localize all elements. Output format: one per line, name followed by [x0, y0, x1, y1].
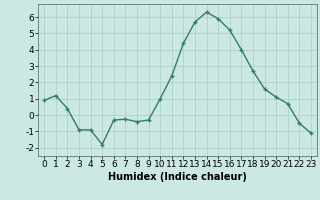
X-axis label: Humidex (Indice chaleur): Humidex (Indice chaleur)	[108, 172, 247, 182]
